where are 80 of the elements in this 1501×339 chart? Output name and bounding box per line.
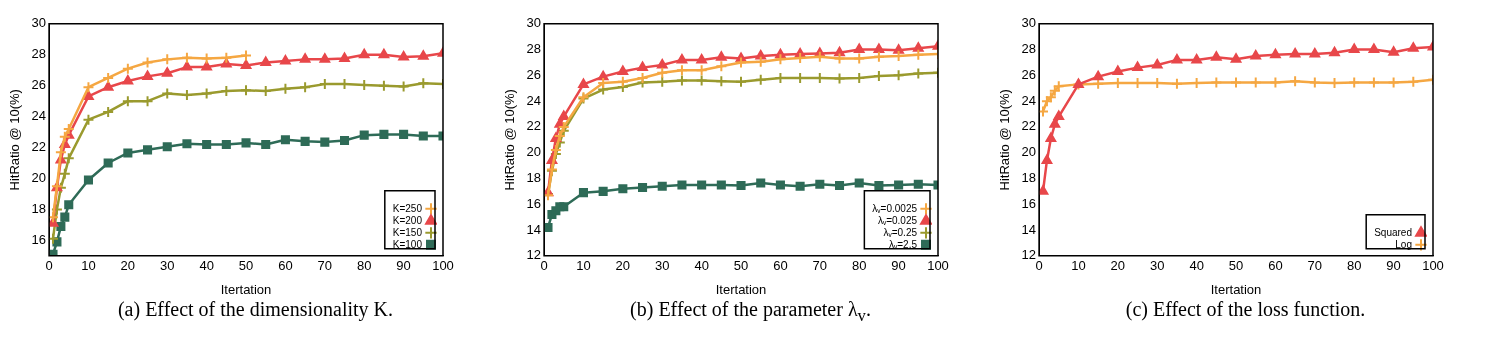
x-tick-label: 10 bbox=[81, 258, 96, 274]
x-tick-label: 70 bbox=[317, 258, 333, 274]
x-tick-label: 40 bbox=[199, 258, 214, 274]
x-tick-label: 20 bbox=[1110, 258, 1126, 274]
x-tick-label: 80 bbox=[1346, 258, 1362, 274]
legend-label: K=200 bbox=[392, 214, 423, 226]
legend-label: K=150 bbox=[392, 226, 423, 238]
x-tick-label: 40 bbox=[1189, 258, 1204, 274]
x-tick-label: 70 bbox=[812, 258, 828, 274]
x-tick-label: 100 bbox=[927, 258, 949, 274]
y-axis-title: HitRatio @ 10(%) bbox=[7, 89, 23, 191]
y-tick-label: 18 bbox=[526, 170, 542, 186]
x-tick-label: 80 bbox=[356, 258, 372, 274]
y-axis-title: HitRatio @ 10(%) bbox=[502, 89, 518, 191]
x-tick-label: 30 bbox=[655, 258, 670, 274]
y-tick-label: 18 bbox=[1021, 170, 1037, 186]
x-axis-title: Itertation bbox=[220, 281, 272, 297]
x-tick-label: 30 bbox=[160, 258, 175, 274]
y-tick-label: 30 bbox=[1021, 15, 1037, 31]
y-axis-title: HitRatio @ 10(%) bbox=[997, 89, 1013, 191]
y-tick-label: 18 bbox=[31, 200, 47, 216]
x-tick-label: 60 bbox=[278, 258, 293, 274]
y-tick-label: 20 bbox=[526, 144, 542, 160]
legend-label: K=250 bbox=[392, 202, 423, 214]
x-tick-label: 90 bbox=[891, 258, 906, 274]
x-tick-label: 60 bbox=[1268, 258, 1283, 274]
x-tick-label: 40 bbox=[694, 258, 709, 274]
y-tick-label: 26 bbox=[526, 66, 542, 82]
y-tick-label: 24 bbox=[526, 92, 542, 108]
x-tick-label: 20 bbox=[120, 258, 136, 274]
y-tick-label: 22 bbox=[526, 118, 542, 134]
text: (a) Effect of the dimensionality K. bbox=[116, 298, 395, 321]
x-tick-label: 50 bbox=[733, 258, 749, 274]
y-tick-label: 12 bbox=[526, 247, 542, 263]
text: (c) Effect of the loss function. bbox=[1124, 298, 1367, 321]
y-tick-label: 28 bbox=[526, 41, 542, 57]
y-tick-label: 28 bbox=[31, 46, 47, 62]
text: (b) Effect of the parameter λ$_{v}$. bbox=[629, 298, 872, 326]
y-tick-label: 22 bbox=[1021, 118, 1037, 134]
legend-label: Squared bbox=[1374, 226, 1412, 238]
legend-label: Log bbox=[1395, 238, 1412, 250]
y-tick-label: 16 bbox=[31, 231, 47, 247]
y-tick-label: 30 bbox=[31, 15, 47, 31]
legend-label: λᵥ=0.25 bbox=[883, 226, 918, 238]
y-tick-label: 20 bbox=[1021, 144, 1037, 160]
y-tick-label: 16 bbox=[526, 195, 542, 211]
x-tick-label: 100 bbox=[1422, 258, 1444, 274]
y-tick-label: 20 bbox=[31, 170, 47, 186]
y-tick-label: 24 bbox=[31, 108, 47, 124]
y-tick-label: 16 bbox=[1021, 195, 1037, 211]
x-tick-label: 0 bbox=[1035, 258, 1043, 274]
x-tick-label: 20 bbox=[615, 258, 631, 274]
legend-label: λᵥ=0.0025 bbox=[872, 202, 918, 214]
x-tick-label: 0 bbox=[45, 258, 53, 274]
x-tick-label: 80 bbox=[851, 258, 867, 274]
x-tick-label: 90 bbox=[1386, 258, 1401, 274]
legend-label: λᵥ=0.025 bbox=[877, 214, 918, 226]
x-axis-title: Itertation bbox=[1210, 281, 1262, 297]
x-tick-label: 50 bbox=[238, 258, 254, 274]
y-tick-label: 14 bbox=[1021, 221, 1037, 237]
x-tick-label: 10 bbox=[576, 258, 591, 274]
y-tick-label: 26 bbox=[31, 77, 47, 93]
y-tick-label: 26 bbox=[1021, 66, 1037, 82]
y-tick-label: 14 bbox=[526, 221, 542, 237]
x-tick-label: 100 bbox=[432, 258, 454, 274]
y-tick-label: 12 bbox=[1021, 247, 1037, 263]
x-tick-label: 30 bbox=[1150, 258, 1165, 274]
x-tick-label: 10 bbox=[1071, 258, 1086, 274]
x-tick-label: 90 bbox=[396, 258, 411, 274]
x-tick-label: 70 bbox=[1307, 258, 1323, 274]
y-tick-label: 24 bbox=[1021, 92, 1037, 108]
x-tick-label: 50 bbox=[1228, 258, 1244, 274]
x-tick-label: 0 bbox=[540, 258, 548, 274]
x-tick-label: 60 bbox=[773, 258, 788, 274]
x-axis-title: Itertation bbox=[715, 281, 767, 297]
legend-label: K=100 bbox=[392, 238, 423, 250]
y-tick-label: 28 bbox=[1021, 41, 1037, 57]
legend-label: λᵥ=2.5 bbox=[889, 238, 918, 250]
y-tick-label: 22 bbox=[31, 139, 47, 155]
y-tick-label: 30 bbox=[526, 15, 542, 31]
